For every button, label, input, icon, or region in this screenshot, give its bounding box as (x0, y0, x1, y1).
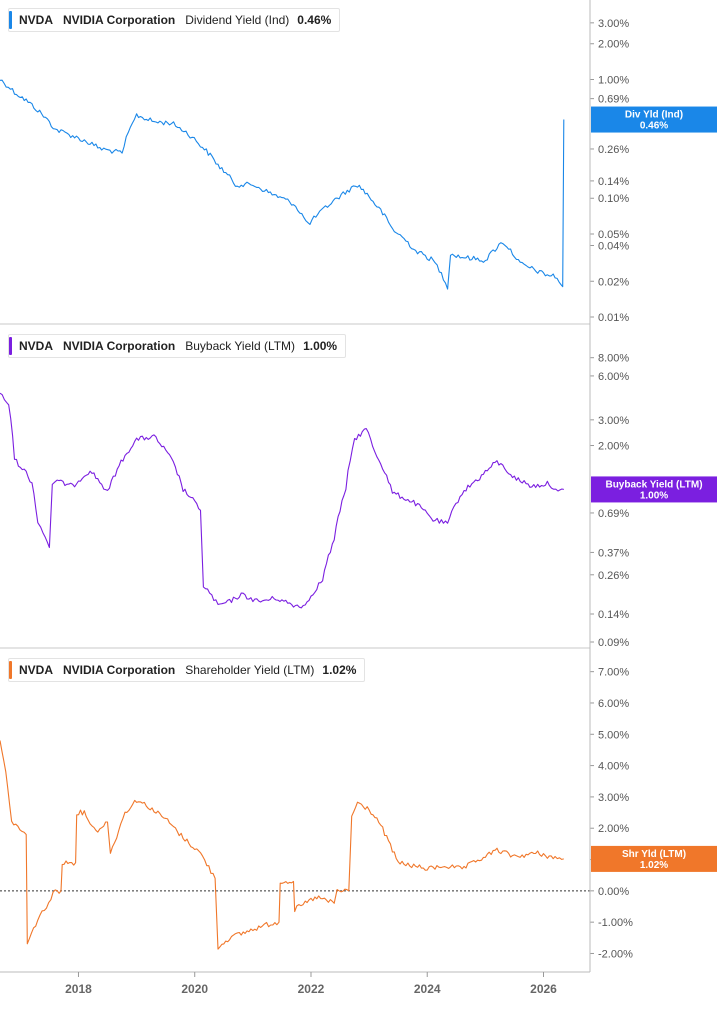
legend-metric: Dividend Yield (Ind) (185, 13, 290, 27)
y-tick-label: 0.05% (598, 229, 629, 241)
x-tick-label: 2020 (181, 982, 208, 996)
end-value-tag (591, 106, 717, 133)
x-tick-label: 2022 (298, 982, 325, 996)
legend-ticker: NVDA (19, 663, 54, 677)
series-line (0, 740, 564, 950)
legend-metric: Shareholder Yield (LTM) (185, 663, 315, 677)
legend-ticker: NVDA (19, 339, 54, 353)
y-tick-label: 0.01% (598, 312, 629, 324)
legend-value: 1.00% (303, 339, 338, 353)
y-tick-label: -2.00% (598, 948, 633, 960)
y-tick-label: 2.00% (598, 823, 629, 835)
y-tick-label: 0.10% (598, 193, 629, 205)
y-tick-label: 5.00% (598, 729, 629, 741)
y-tick-label: 0.69% (598, 94, 629, 106)
y-tick-label: 0.00% (598, 886, 629, 898)
y-tick-label: 0.14% (598, 609, 629, 621)
y-tick-label: 3.00% (598, 18, 629, 30)
series-line (0, 392, 564, 609)
legend-value: 0.46% (297, 13, 332, 27)
y-tick-label: 2.00% (598, 441, 629, 453)
y-tick-label: 0.04% (598, 241, 629, 253)
x-tick-label: 2026 (530, 982, 557, 996)
end-tag-value: 1.02% (640, 860, 668, 871)
end-value-tag (591, 845, 717, 872)
x-tick-label: 2024 (414, 982, 441, 996)
y-tick-label: 6.00% (598, 371, 629, 383)
y-tick-label: 1.00% (598, 74, 629, 86)
end-value-tag (591, 476, 717, 503)
y-tick-label: -1.00% (598, 917, 633, 929)
legend-shareholder-yield[interactable]: NVDA NVIDIA Corporation Shareholder Yiel… (8, 658, 366, 682)
legend-buyback-yield[interactable]: NVDA NVIDIA Corporation Buyback Yield (L… (8, 334, 347, 358)
legend-color-swatch (9, 11, 12, 29)
y-tick-label: 0.09% (598, 637, 629, 649)
legend-color-swatch (9, 661, 12, 679)
legend-company: NVIDIA Corporation (63, 663, 176, 677)
end-tag-label: Buyback Yield (LTM) (605, 479, 702, 490)
legend-dividend-yield[interactable]: NVDA NVIDIA Corporation Dividend Yield (… (8, 8, 341, 32)
y-tick-label: 0.69% (598, 508, 629, 520)
y-tick-label: 2.00% (598, 39, 629, 51)
legend-metric: Buyback Yield (LTM) (185, 339, 296, 353)
legend-company: NVIDIA Corporation (63, 13, 176, 27)
end-tag-label: Shr Yld (LTM) (622, 849, 686, 860)
end-tag-label: Div Yld (Ind) (625, 110, 683, 121)
legend-ticker: NVDA (19, 13, 54, 27)
end-tag-value: 1.00% (640, 490, 668, 501)
y-tick-label: 0.26% (598, 144, 629, 156)
end-tag-value: 0.46% (640, 121, 668, 132)
y-tick-label: 3.00% (598, 415, 629, 427)
x-tick-label: 2018 (65, 982, 92, 996)
y-tick-label: 8.00% (598, 353, 629, 365)
legend-value: 1.02% (322, 663, 357, 677)
y-tick-label: 0.02% (598, 276, 629, 288)
y-tick-label: 0.37% (598, 547, 629, 559)
y-tick-label: 6.00% (598, 698, 629, 710)
legend-company: NVIDIA Corporation (63, 339, 176, 353)
y-tick-label: 0.14% (598, 176, 629, 188)
y-tick-label: 3.00% (598, 792, 629, 804)
y-tick-label: 7.00% (598, 667, 629, 679)
y-tick-label: 0.26% (598, 570, 629, 582)
y-tick-label: 4.00% (598, 761, 629, 773)
series-line (0, 79, 565, 290)
legend-color-swatch (9, 337, 12, 355)
